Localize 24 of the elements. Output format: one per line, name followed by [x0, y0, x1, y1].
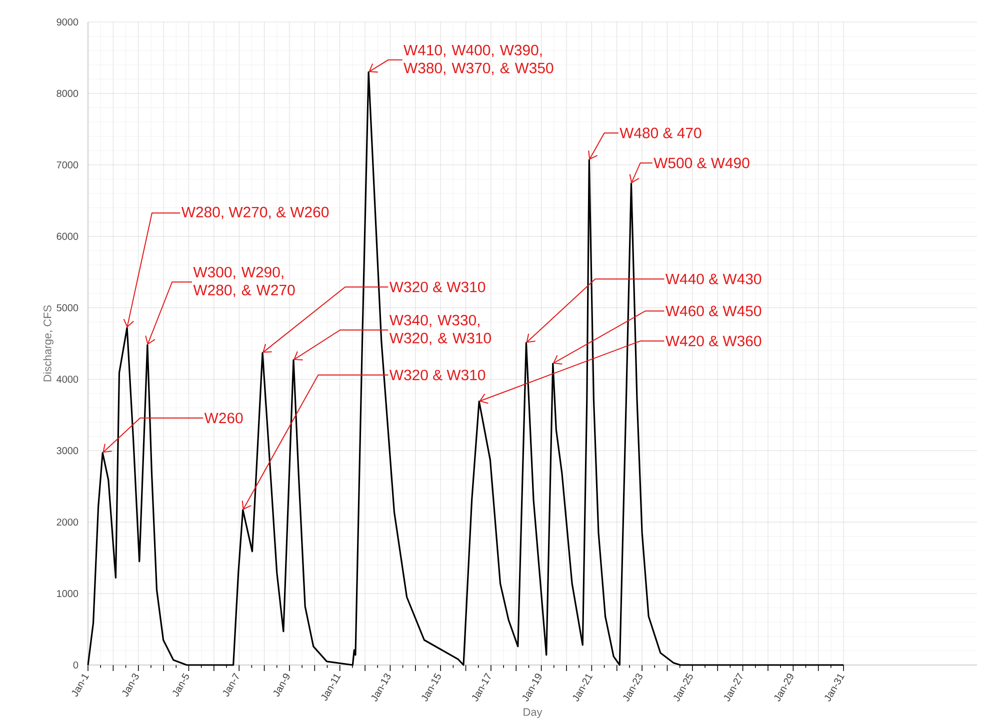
y-tick-label: 0 — [73, 661, 78, 669]
annotation: W280, W270, & W260 — [181, 206, 329, 220]
y-tick-label: 8000 — [56, 90, 78, 97]
y-tick-label: 9000 — [56, 18, 78, 26]
y-tick-label: 7000 — [56, 161, 78, 168]
annotation: W410, W400, W390, W380, W370, & W350 — [404, 44, 554, 76]
annotation: W440 & W430 — [665, 274, 762, 284]
y-tick-label: 5000 — [56, 304, 78, 312]
annotation: W420 & W360 — [665, 336, 762, 346]
annotation: W320 & W310 — [389, 370, 486, 380]
annotation: W320 & W310 — [389, 282, 486, 292]
annotation: W500 & W490 — [654, 158, 750, 168]
annotation: W480 & 470 — [620, 128, 702, 138]
annotation: W460 & W450 — [665, 306, 762, 316]
y-tick-label: 1000 — [57, 590, 78, 598]
annotation: W260 — [204, 412, 243, 424]
x-axis-title: Day — [524, 708, 542, 718]
y-tick-label: 3000 — [56, 447, 78, 454]
annotation: W340, W330, W320, & W310 — [389, 314, 491, 346]
y-tick-label: 4000 — [56, 376, 78, 383]
y-tick-label: 2000 — [56, 518, 78, 526]
annotation: W300, W290, W280, & W270 — [193, 266, 295, 298]
y-tick-label: 6000 — [56, 232, 78, 240]
y-axis-title: Discharge, CFS — [43, 305, 54, 382]
